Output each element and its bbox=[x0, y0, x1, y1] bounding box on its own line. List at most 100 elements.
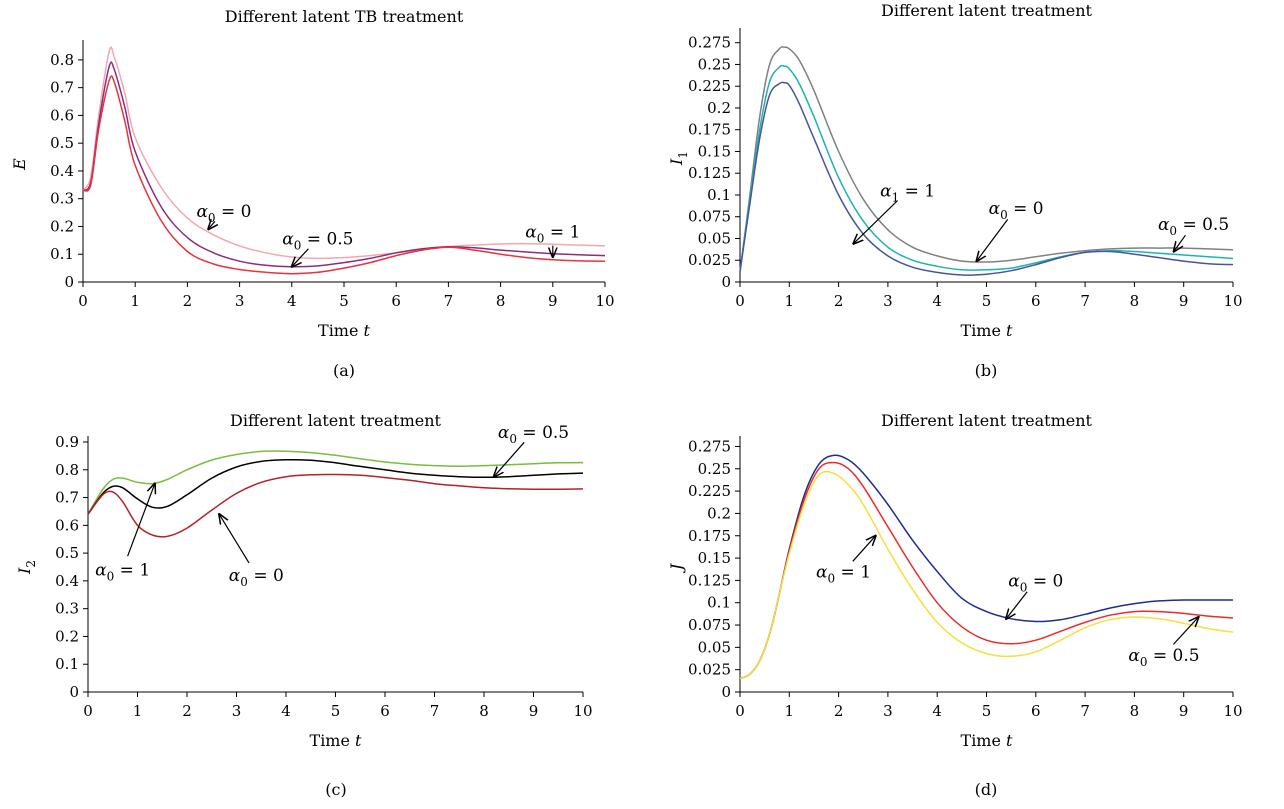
y-axis-label: I1 bbox=[667, 151, 690, 166]
x-tick-label: 9 bbox=[1179, 292, 1189, 310]
x-tick-label: 10 bbox=[595, 292, 614, 310]
annotation-label: α0 = 1 bbox=[525, 223, 580, 246]
y-tick-label: 0.225 bbox=[688, 77, 731, 95]
y-tick-label: 0.1 bbox=[55, 655, 79, 673]
series-line-0 bbox=[87, 450, 584, 515]
annotation-arrow bbox=[292, 248, 309, 267]
x-axis-label: Time t bbox=[318, 321, 371, 340]
y-tick-label: 0.8 bbox=[55, 461, 79, 479]
y-axis-label-sub: 2 bbox=[24, 560, 38, 568]
y-tick-label: 0.2 bbox=[55, 627, 79, 645]
y-tick-label: 0 bbox=[69, 683, 79, 701]
x-axis-label-text: Time bbox=[961, 321, 1007, 340]
series-line-2 bbox=[739, 470, 1234, 680]
annotation-label: α0 = 0.5 bbox=[1158, 215, 1229, 238]
x-tick-label: 0 bbox=[83, 702, 93, 720]
x-axis-label: Time t bbox=[310, 731, 363, 750]
annotation-subscript: 0 bbox=[828, 572, 836, 586]
chart-panel-2: 0 1 2 3 4 5 6 7 8 9 10 0 0.1 0.2 0.3 0.4 0.5 0.6 0.7 0.8 0.9… bbox=[15, 411, 593, 799]
y-tick-label: 0.2 bbox=[707, 99, 731, 117]
annotation-alpha: α bbox=[525, 223, 537, 243]
annotation-arrow bbox=[127, 484, 155, 557]
x-tick-label: 1 bbox=[133, 702, 143, 720]
y-tick-label: 0.275 bbox=[688, 437, 731, 455]
y-axis-label: J bbox=[667, 562, 686, 573]
x-axis-label-var: t bbox=[364, 321, 371, 340]
annotation-alpha: α bbox=[1128, 646, 1140, 666]
annotation-alpha: α bbox=[282, 230, 294, 250]
x-tick-label: 4 bbox=[932, 702, 942, 720]
annotation-label: α0 = 1 bbox=[816, 563, 871, 586]
annotation-value: = 0 bbox=[216, 202, 252, 222]
annotation-subscript: 0 bbox=[294, 239, 302, 253]
y-tick-label: 0.2 bbox=[707, 504, 731, 522]
y-tick-label: 0.275 bbox=[688, 34, 731, 52]
y-tick-label: 0.9 bbox=[55, 433, 79, 451]
annotation-subscript: 0 bbox=[208, 211, 216, 225]
series-line-2 bbox=[739, 81, 1234, 276]
annotation-subscript: 0 bbox=[509, 432, 517, 446]
y-axis-label-sub: 1 bbox=[676, 151, 690, 159]
y-tick-label: 0.3 bbox=[55, 600, 79, 618]
y-tick-label: 0 bbox=[721, 273, 731, 291]
y-tick-label: 0.175 bbox=[688, 121, 731, 139]
x-tick-label: 7 bbox=[444, 292, 454, 310]
y-tick-label: 0.05 bbox=[698, 229, 731, 247]
annotation-alpha: α bbox=[1158, 215, 1170, 235]
annotation-value: = 0 bbox=[1008, 199, 1044, 219]
annotation-arrow bbox=[219, 514, 250, 564]
x-tick-label: 0 bbox=[78, 292, 88, 310]
annotation-alpha: α bbox=[880, 182, 892, 202]
y-tick-label: 0 bbox=[721, 683, 731, 701]
x-axis-label-var: t bbox=[1006, 321, 1013, 340]
annotation-value: = 0.5 bbox=[1147, 646, 1199, 666]
x-tick-label: 7 bbox=[1080, 702, 1090, 720]
y-tick-label: 0.5 bbox=[55, 544, 79, 562]
annotation-value: = 0 bbox=[1027, 572, 1063, 592]
x-tick-label: 6 bbox=[380, 702, 390, 720]
x-tick-label: 1 bbox=[785, 702, 795, 720]
annotation-label: α0 = 0 bbox=[1008, 572, 1063, 595]
x-tick-label: 3 bbox=[883, 292, 893, 310]
x-tick-label: 1 bbox=[785, 292, 795, 310]
chart-title: Different latent TB treatment bbox=[225, 7, 464, 26]
x-tick-label: 5 bbox=[982, 292, 992, 310]
annotation-value: = 1 bbox=[544, 223, 580, 243]
series-line-1 bbox=[739, 64, 1234, 272]
series-line-0 bbox=[739, 46, 1234, 272]
y-tick-label: 0.1 bbox=[707, 186, 731, 204]
x-tick-label: 8 bbox=[479, 702, 489, 720]
x-tick-label: 9 bbox=[548, 292, 558, 310]
annotation-subscript: 0 bbox=[240, 575, 248, 589]
x-tick-label: 2 bbox=[834, 292, 844, 310]
x-tick-label: 9 bbox=[529, 702, 539, 720]
y-axis-label-var: J bbox=[667, 562, 686, 573]
y-tick-label: 0.1 bbox=[707, 594, 731, 612]
chart-panel-0: 0 1 2 3 4 5 6 7 8 9 10 0 0.1 0.2 0.3 0.4 0.5 0.6 0.7 0.8 Dif… bbox=[10, 7, 615, 380]
annotation-alpha: α bbox=[816, 563, 828, 583]
annotation-value: = 0 bbox=[248, 566, 284, 586]
x-tick-label: 9 bbox=[1179, 702, 1189, 720]
y-tick-label: 0 bbox=[64, 273, 74, 291]
y-tick-label: 0.5 bbox=[50, 134, 74, 152]
y-tick-label: 0.075 bbox=[688, 616, 731, 634]
y-tick-label: 0.7 bbox=[55, 489, 79, 507]
annotation-label: α1 = 1 bbox=[880, 182, 935, 205]
y-axis-label-var: E bbox=[10, 158, 29, 171]
annotation-arrow bbox=[977, 219, 1009, 261]
y-axis-label: E bbox=[10, 158, 29, 171]
y-tick-label: 0.175 bbox=[688, 527, 731, 545]
chart-panel-1: 0 1 2 3 4 5 6 7 8 9 1000.0250.050.0750.10.1250.150… bbox=[667, 1, 1243, 380]
annotation-arrow bbox=[494, 441, 525, 476]
x-tick-label: 2 bbox=[183, 292, 193, 310]
annotation-alpha: α bbox=[498, 423, 510, 443]
x-tick-label: 0 bbox=[735, 292, 745, 310]
panel-caption: (c) bbox=[325, 780, 346, 799]
annotation-arrow bbox=[1172, 617, 1198, 645]
x-tick-label: 5 bbox=[982, 702, 992, 720]
annotation-arrow bbox=[852, 536, 876, 562]
x-axis-label: Time t bbox=[961, 321, 1014, 340]
x-axis-label-text: Time bbox=[318, 321, 364, 340]
annotation-subscript: 0 bbox=[1000, 208, 1008, 222]
